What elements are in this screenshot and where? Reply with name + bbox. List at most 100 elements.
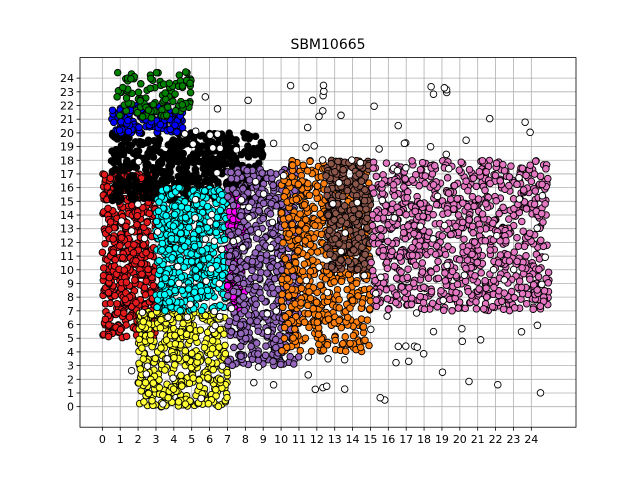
data-point-orange [338, 278, 345, 285]
data-point-white [463, 137, 470, 144]
data-point-orange [301, 202, 308, 209]
data-point-green [176, 72, 183, 79]
data-point-green [147, 85, 154, 92]
data-point-white [459, 325, 466, 332]
data-point-white [443, 151, 450, 158]
data-point-pink [545, 280, 552, 287]
data-point-pink [429, 300, 436, 307]
data-point-white [393, 359, 400, 366]
data-point-white [338, 248, 345, 255]
data-point-purple [263, 252, 270, 259]
data-point-purple [257, 255, 264, 262]
data-point-yellow [172, 341, 179, 348]
data-point-black [200, 165, 207, 172]
data-point-purple [248, 343, 255, 350]
data-point-yellow [183, 355, 190, 362]
data-point-brown [362, 187, 369, 194]
data-point-red [112, 256, 119, 263]
data-point-brown [332, 169, 339, 176]
data-point-orange [314, 183, 321, 190]
data-point-red [99, 249, 106, 256]
data-point-pink [519, 265, 526, 272]
data-point-orange [290, 335, 297, 342]
data-point-purple [254, 318, 261, 325]
data-point-cyan [166, 298, 173, 305]
data-point-pink [500, 306, 507, 313]
data-point-cyan [198, 288, 205, 295]
data-point-cyan [178, 274, 185, 281]
data-point-red [100, 265, 107, 272]
data-point-black [163, 172, 170, 179]
data-point-white [255, 364, 262, 371]
data-point-pink [480, 306, 487, 313]
data-point-white [160, 401, 167, 408]
data-point-brown [359, 244, 366, 251]
data-point-pink [428, 269, 435, 276]
data-point-yellow [224, 394, 231, 401]
data-point-white [518, 329, 525, 336]
data-point-black [126, 142, 133, 149]
data-point-pink [514, 181, 521, 188]
data-point-black [184, 177, 191, 184]
data-point-pink [384, 296, 391, 303]
data-point-green [166, 80, 173, 87]
data-point-pink [381, 209, 388, 216]
data-point-white [211, 308, 218, 315]
data-point-pink [539, 181, 546, 188]
data-point-cyan [217, 207, 224, 214]
data-point-white [394, 167, 401, 174]
data-point-pink [461, 236, 468, 243]
data-point-red [142, 292, 149, 299]
data-point-cyan [179, 237, 186, 244]
data-point-white [461, 272, 468, 279]
data-point-pink [460, 200, 467, 207]
data-point-orange [281, 324, 288, 331]
data-point-red [140, 242, 147, 249]
data-point-pink [527, 230, 534, 237]
data-point-blue [116, 127, 123, 134]
data-point-red [112, 292, 119, 299]
data-point-pink [412, 262, 419, 269]
data-point-pink [421, 284, 428, 291]
data-point-black [173, 155, 180, 162]
data-point-cyan [181, 243, 188, 250]
data-point-cyan [217, 302, 224, 309]
data-point-pink [433, 251, 440, 258]
data-point-yellow [189, 350, 196, 357]
data-point-white [391, 215, 398, 222]
data-point-green [162, 90, 169, 97]
data-point-orange [306, 192, 313, 199]
data-point-yellow [222, 350, 229, 357]
data-point-white [210, 145, 217, 152]
data-point-white [303, 144, 310, 151]
data-point-white [264, 311, 271, 318]
data-point-pink [528, 178, 535, 185]
data-point-black [109, 197, 116, 204]
data-point-orange [342, 348, 349, 355]
data-point-green [187, 89, 194, 96]
data-point-cyan [219, 272, 226, 279]
data-point-cyan [213, 229, 220, 236]
data-point-pink [405, 266, 412, 273]
data-point-cyan [184, 205, 191, 212]
data-point-white [280, 172, 287, 179]
data-point-black [229, 136, 236, 143]
data-point-orange [298, 285, 305, 292]
data-point-yellow [156, 384, 163, 391]
data-point-purple [270, 182, 277, 189]
data-point-brown [356, 211, 363, 218]
data-point-purple [249, 267, 256, 274]
data-point-purple [244, 167, 251, 174]
data-point-black [120, 182, 127, 189]
data-point-orange [297, 347, 304, 354]
data-point-pink [466, 217, 473, 224]
data-point-pink [499, 298, 506, 305]
data-point-black [141, 195, 148, 202]
data-point-purple [268, 200, 275, 207]
data-point-orange [289, 221, 296, 228]
data-point-black [141, 185, 148, 192]
data-point-green [139, 114, 146, 121]
data-point-green [172, 107, 179, 114]
data-point-pink [491, 284, 498, 291]
